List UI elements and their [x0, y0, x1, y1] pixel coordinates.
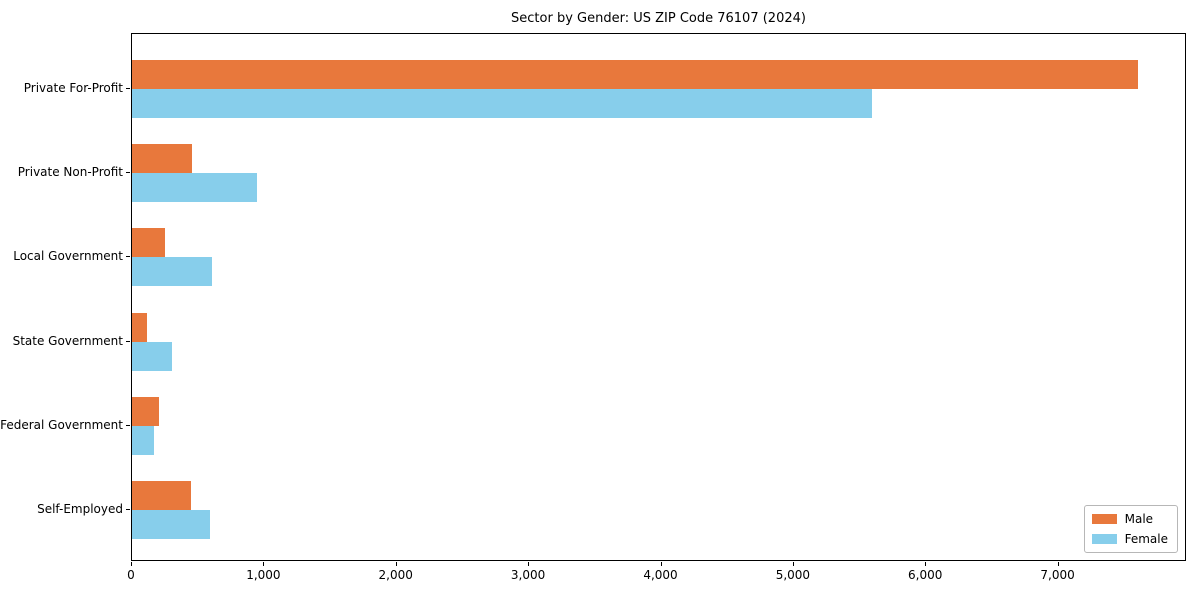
x-tick-mark [528, 562, 530, 566]
category-label: Local Government [13, 249, 123, 264]
category-label: Private For-Profit [23, 81, 123, 95]
category-label: State Government [12, 333, 123, 348]
bar-male-state-government [132, 312, 148, 342]
x-tick-label: 3,000 [510, 568, 546, 582]
female-swatch [1091, 534, 1117, 544]
y-tick-mark [126, 256, 130, 258]
bar-female-state-government [132, 341, 173, 371]
x-tick-mark [792, 562, 794, 566]
x-tick-label: 2,000 [378, 568, 413, 582]
category-label: Private Non-Profit [17, 165, 123, 180]
y-tick-mark [126, 424, 130, 426]
y-tick-mark [126, 172, 130, 174]
x-tick-label: 7,000 [1040, 568, 1075, 582]
legend-label-female: Female [1124, 532, 1168, 546]
y-tick-mark [126, 340, 130, 342]
category-label: Self-Employed [37, 502, 123, 516]
chart-title: Sector by Gender: US ZIP Code 76107 (202… [511, 11, 806, 26]
bar-male-self-employed [132, 481, 191, 510]
x-tick-mark [263, 562, 265, 566]
x-tick-mark [131, 562, 132, 566]
bar-female-self-employed [132, 510, 211, 539]
x-tick-mark [660, 562, 662, 566]
y-tick-mark [126, 88, 130, 89]
category-label: Federal Government [0, 417, 123, 432]
x-tick-mark [1057, 562, 1059, 566]
x-tick-label: 4,000 [643, 568, 678, 582]
bar-female-private-for-profit [132, 89, 872, 118]
x-tick-label: 1,000 [246, 568, 281, 582]
x-tick-mark [925, 562, 927, 566]
bar-female-private-non-profit [132, 173, 258, 203]
bar-male-local-government [132, 228, 166, 258]
bar-male-private-for-profit [132, 60, 1138, 89]
x-tick-label: 6,000 [908, 568, 943, 582]
x-tick-label: 0 [127, 568, 135, 582]
x-tick-label: 5,000 [775, 568, 811, 582]
bar-male-private-non-profit [132, 144, 193, 174]
bar-male-federal-government [132, 396, 160, 426]
legend-label-male: Male [1124, 512, 1154, 526]
bar-female-federal-government [132, 425, 154, 455]
y-tick-mark [126, 509, 130, 510]
plot-area: Male Female [131, 33, 1186, 561]
x-tick-mark [395, 562, 397, 566]
male-swatch [1091, 514, 1117, 524]
legend-item-female: Female [1091, 532, 1168, 546]
bar-female-local-government [132, 257, 213, 287]
legend: Male Female [1083, 505, 1178, 553]
legend-item-male: Male [1091, 512, 1168, 526]
